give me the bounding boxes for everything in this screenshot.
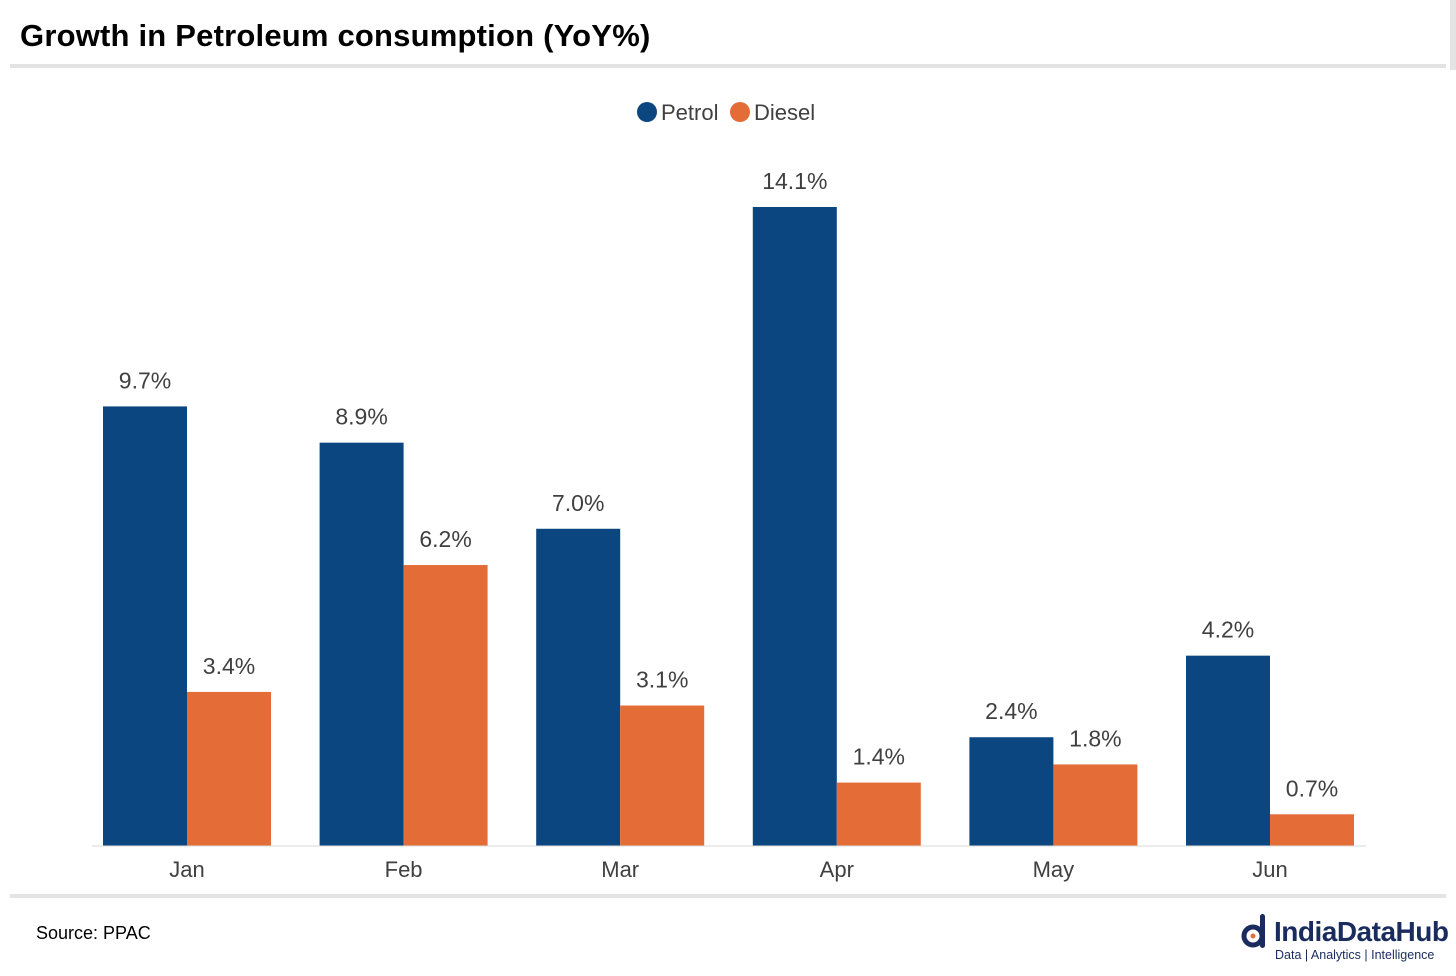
legend-label-diesel: Diesel [754,100,815,125]
brand-name: IndiaDataHub [1274,916,1449,947]
top-divider [10,64,1446,68]
data-label-diesel-apr: 1.4% [853,744,905,770]
bar-petrol-jun [1186,655,1270,846]
source-note: Source: PPAC [36,923,151,943]
x-tick-jun: Jun [1252,857,1287,882]
data-label-petrol-jan: 9.7% [119,367,171,393]
bars: 9.7% 3.4% 8.9% 6.2% 7.0% 3.1% 14.1% 1.4% 2.4% 1.8… [103,168,1354,846]
bar-diesel-mar [620,705,705,846]
bar-petrol-mar [536,528,621,846]
data-label-diesel-jan: 3.4% [203,653,255,679]
x-tick-mar: Mar [601,857,639,882]
x-tick-labels: Jan Feb Mar Apr May Jun [169,857,1287,882]
bottom-divider [10,894,1446,898]
data-label-diesel-mar: 3.1% [636,667,688,693]
brand-logo: IndiaDataHub Data | Analytics | Intellig… [1240,912,1450,968]
data-label-petrol-mar: 7.0% [552,490,604,516]
x-tick-jan: Jan [169,857,204,882]
right-edge-bar [1450,0,1456,70]
brand-tagline: Data | Analytics | Intelligence [1275,948,1435,962]
bar-petrol-jan [103,406,187,846]
data-label-diesel-may: 1.8% [1069,725,1121,751]
data-label-petrol-jun: 4.2% [1202,617,1254,643]
bar-chart: Petrol Diesel 9.7% 3.4% 8.9% 6.2% 7.0% 3.1% 14.… [92,100,1366,882]
bar-petrol-apr [752,207,837,846]
data-label-diesel-jun: 0.7% [1286,775,1338,801]
x-tick-apr: Apr [820,857,854,882]
legend-marker-diesel [730,102,750,122]
bar-diesel-jun [1270,814,1354,846]
data-label-petrol-apr: 14.1% [762,168,827,194]
x-tick-feb: Feb [385,857,423,882]
bar-diesel-may [1053,764,1138,846]
bar-diesel-feb [403,565,488,846]
data-label-petrol-may: 2.4% [985,698,1037,724]
bar-petrol-feb [319,442,404,846]
bar-diesel-jan [187,691,271,846]
legend-marker-petrol [637,102,657,122]
bar-diesel-apr [836,782,921,846]
data-label-diesel-feb: 6.2% [419,526,471,552]
brand-mark-icon [1241,914,1265,948]
legend-label-petrol: Petrol [661,100,718,125]
data-label-petrol-feb: 8.9% [335,404,387,430]
chart-title: Growth in Petroleum consumption (YoY%) [20,18,651,53]
legend: Petrol Diesel [637,100,815,125]
bar-petrol-may [969,737,1054,846]
x-tick-may: May [1033,857,1075,882]
